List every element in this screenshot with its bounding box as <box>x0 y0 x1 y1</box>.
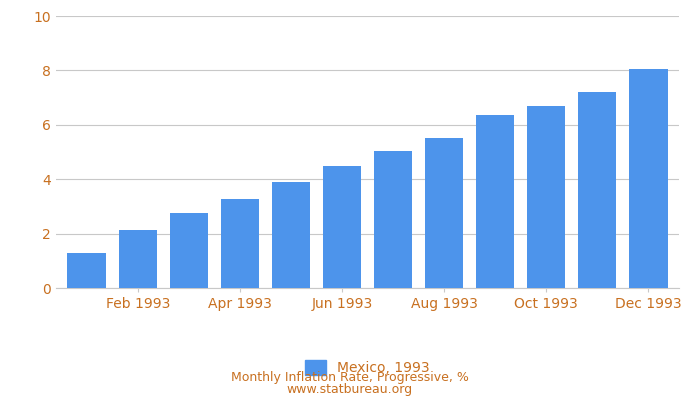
Text: www.statbureau.org: www.statbureau.org <box>287 384 413 396</box>
Bar <box>323 166 361 288</box>
Bar <box>169 213 208 288</box>
Legend: Mexico, 1993: Mexico, 1993 <box>300 355 435 381</box>
Bar <box>272 182 310 288</box>
Bar <box>220 199 259 288</box>
Bar <box>527 106 566 288</box>
Bar <box>629 69 668 288</box>
Bar <box>374 152 412 288</box>
Text: Monthly Inflation Rate, Progressive, %: Monthly Inflation Rate, Progressive, % <box>231 372 469 384</box>
Bar <box>578 92 617 288</box>
Bar <box>476 115 514 288</box>
Bar <box>118 230 157 288</box>
Bar <box>425 138 463 288</box>
Bar <box>67 253 106 288</box>
